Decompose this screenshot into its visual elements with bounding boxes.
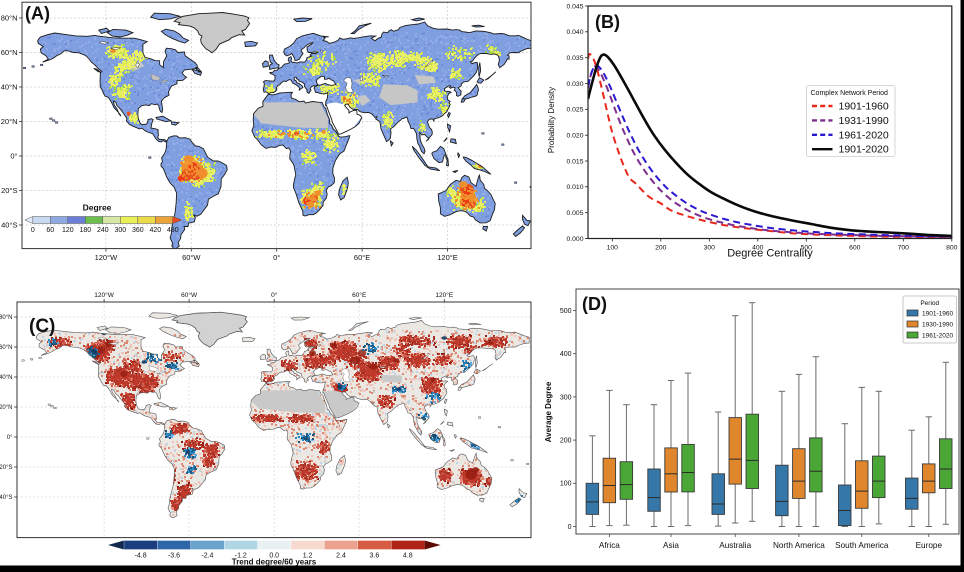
svg-text:0°: 0° bbox=[273, 253, 280, 262]
svg-text:North America: North America bbox=[773, 541, 825, 550]
svg-text:420: 420 bbox=[149, 227, 161, 234]
svg-text:0.030: 0.030 bbox=[566, 81, 583, 88]
svg-text:-1.2: -1.2 bbox=[235, 553, 247, 560]
svg-text:0.040: 0.040 bbox=[566, 29, 583, 36]
svg-text:400: 400 bbox=[752, 245, 764, 252]
svg-text:South America: South America bbox=[835, 541, 889, 550]
svg-text:Africa: Africa bbox=[599, 541, 620, 550]
svg-text:1901-1960: 1901-1960 bbox=[922, 311, 953, 318]
svg-text:120°E: 120°E bbox=[435, 291, 453, 299]
svg-text:Probability Density: Probability Density bbox=[547, 87, 556, 153]
svg-text:4.8: 4.8 bbox=[403, 553, 413, 560]
svg-text:-3.6: -3.6 bbox=[168, 553, 180, 560]
svg-text:300: 300 bbox=[114, 227, 126, 234]
svg-text:120°W: 120°W bbox=[95, 253, 119, 262]
svg-text:0.045: 0.045 bbox=[566, 3, 583, 10]
svg-text:0.0: 0.0 bbox=[269, 553, 279, 560]
svg-text:(D): (D) bbox=[582, 294, 607, 314]
svg-text:0°: 0° bbox=[7, 435, 13, 441]
svg-text:2.4: 2.4 bbox=[336, 553, 346, 560]
svg-text:100: 100 bbox=[560, 481, 572, 488]
svg-text:0.015: 0.015 bbox=[566, 158, 583, 165]
svg-text:500: 500 bbox=[560, 308, 572, 315]
svg-text:240: 240 bbox=[97, 227, 109, 234]
svg-text:(B): (B) bbox=[595, 12, 620, 32]
svg-text:40°N: 40°N bbox=[1, 83, 18, 92]
svg-text:40°S: 40°S bbox=[1, 221, 17, 230]
svg-text:0°: 0° bbox=[10, 152, 17, 161]
svg-text:Complex Network Period: Complex Network Period bbox=[811, 90, 889, 97]
svg-text:Period: Period bbox=[920, 300, 939, 307]
svg-text:60°N: 60°N bbox=[1, 48, 18, 57]
svg-text:300: 300 bbox=[560, 394, 572, 401]
svg-text:60°W: 60°W bbox=[182, 253, 201, 262]
svg-text:Degree Centrality: Degree Centrality bbox=[727, 248, 813, 260]
svg-text:0: 0 bbox=[31, 227, 35, 234]
svg-text:300: 300 bbox=[704, 245, 716, 252]
svg-text:80°N: 80°N bbox=[0, 315, 13, 321]
svg-text:180: 180 bbox=[79, 227, 91, 234]
svg-text:-2.4: -2.4 bbox=[201, 553, 213, 560]
svg-text:20°N: 20°N bbox=[1, 117, 18, 126]
svg-text:Degree: Degree bbox=[83, 203, 112, 213]
svg-text:800: 800 bbox=[946, 245, 958, 252]
svg-text:60°E: 60°E bbox=[352, 291, 367, 299]
svg-text:20°N: 20°N bbox=[0, 405, 13, 411]
svg-text:60°W: 60°W bbox=[181, 291, 198, 299]
svg-text:Europe: Europe bbox=[916, 541, 943, 550]
svg-text:20°S: 20°S bbox=[0, 465, 13, 471]
svg-text:40°S: 40°S bbox=[0, 495, 13, 501]
svg-text:Asia: Asia bbox=[663, 541, 679, 550]
svg-text:60°N: 60°N bbox=[0, 345, 13, 351]
svg-text:600: 600 bbox=[849, 245, 861, 252]
svg-text:1930-1990: 1930-1990 bbox=[922, 322, 953, 329]
svg-text:200: 200 bbox=[655, 245, 667, 252]
svg-text:100: 100 bbox=[607, 245, 619, 252]
svg-text:0.020: 0.020 bbox=[566, 133, 583, 140]
svg-text:60: 60 bbox=[46, 227, 54, 234]
svg-text:1901-1960: 1901-1960 bbox=[839, 101, 889, 113]
svg-text:500: 500 bbox=[801, 245, 813, 252]
svg-text:120: 120 bbox=[62, 227, 74, 234]
svg-text:0.035: 0.035 bbox=[566, 55, 583, 62]
svg-text:20°S: 20°S bbox=[1, 186, 17, 195]
svg-text:(C): (C) bbox=[29, 316, 55, 337]
svg-text:1931-1990: 1931-1990 bbox=[839, 115, 889, 127]
svg-text:120°E: 120°E bbox=[437, 253, 458, 262]
svg-text:Average Degree: Average Degree bbox=[544, 381, 553, 442]
svg-text:0.010: 0.010 bbox=[566, 184, 583, 191]
svg-text:360: 360 bbox=[132, 227, 144, 234]
svg-text:400: 400 bbox=[560, 351, 572, 358]
svg-text:480: 480 bbox=[167, 227, 179, 234]
svg-text:Australia: Australia bbox=[719, 541, 751, 550]
svg-text:0: 0 bbox=[568, 524, 572, 531]
svg-text:0.005: 0.005 bbox=[566, 210, 583, 217]
svg-text:Trend degree/60 years: Trend degree/60 years bbox=[232, 558, 317, 567]
svg-text:120°W: 120°W bbox=[94, 291, 114, 299]
svg-text:200: 200 bbox=[560, 438, 572, 445]
svg-text:1901-2020: 1901-2020 bbox=[839, 144, 889, 156]
svg-text:1961-2020: 1961-2020 bbox=[922, 333, 953, 340]
svg-text:700: 700 bbox=[898, 245, 910, 252]
svg-text:80°N: 80°N bbox=[1, 14, 18, 23]
svg-text:0.000: 0.000 bbox=[566, 236, 583, 243]
svg-text:1961-2020: 1961-2020 bbox=[839, 129, 889, 141]
svg-text:0.025: 0.025 bbox=[566, 107, 583, 114]
svg-text:40°N: 40°N bbox=[0, 375, 13, 381]
svg-text:0°: 0° bbox=[271, 291, 278, 299]
svg-text:-4.8: -4.8 bbox=[135, 553, 147, 560]
svg-text:3.6: 3.6 bbox=[370, 553, 380, 560]
svg-text:(A): (A) bbox=[25, 4, 50, 24]
svg-text:1.2: 1.2 bbox=[303, 553, 313, 560]
svg-text:60°E: 60°E bbox=[354, 253, 370, 262]
